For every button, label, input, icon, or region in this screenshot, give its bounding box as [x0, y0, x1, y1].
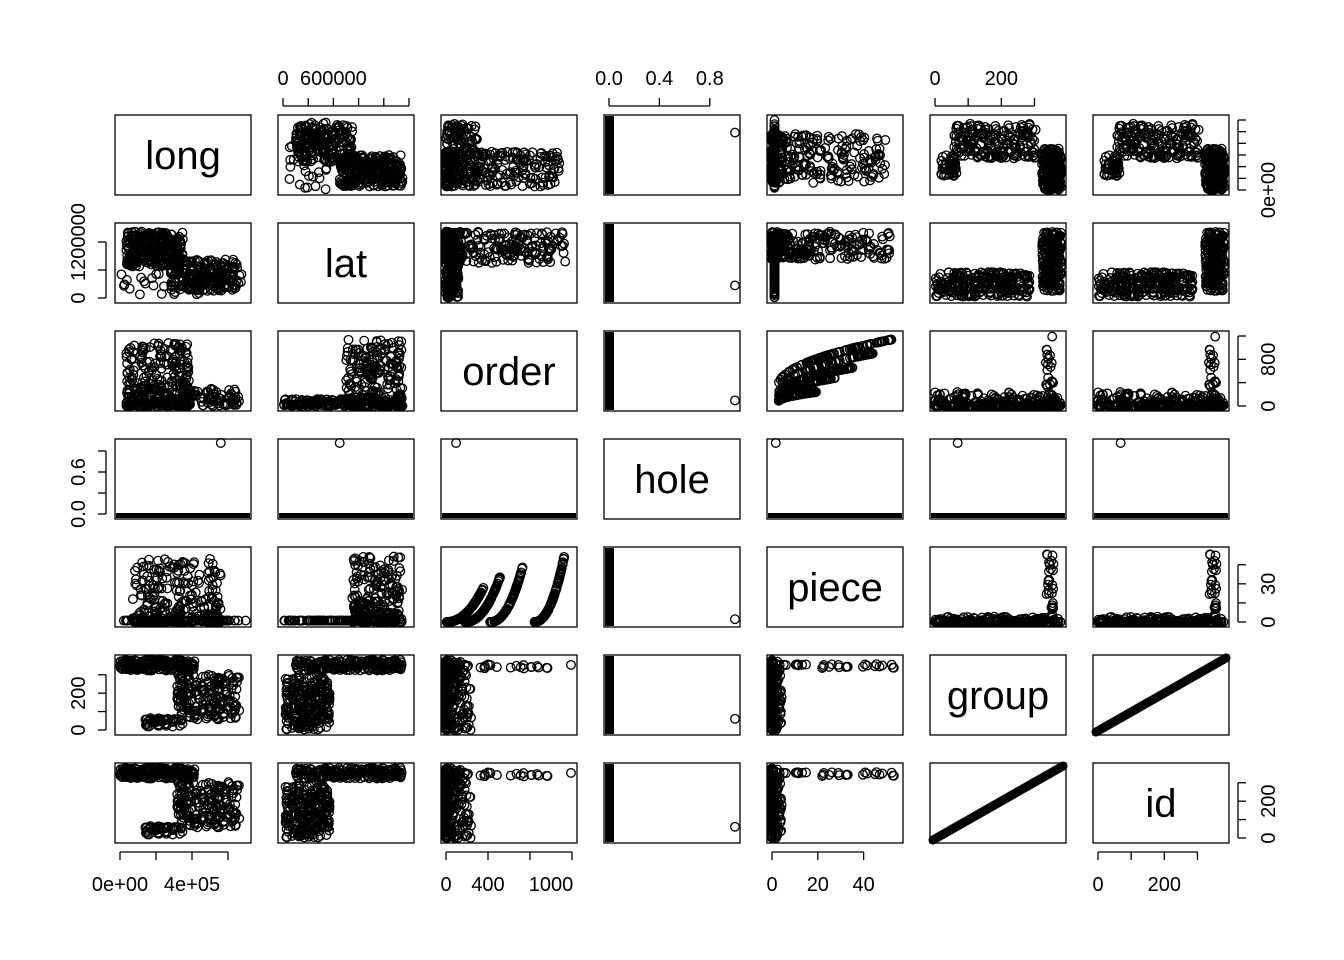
- data-point: [384, 153, 395, 164]
- data-point: [386, 158, 397, 169]
- data-point: [299, 160, 310, 171]
- data-point: [351, 152, 362, 163]
- panel-long-vs-hole-points: [605, 116, 740, 194]
- panel-lat-vs-id-points: [1093, 227, 1229, 302]
- data-point: [390, 167, 400, 178]
- data-point: [350, 178, 361, 189]
- panel-lat-vs-piece-points: [767, 226, 895, 303]
- data-point: [302, 182, 313, 193]
- data-point: [363, 176, 374, 187]
- panel-long-vs-lat-points: [284, 117, 408, 195]
- diagonal-label-lat: lat: [325, 242, 367, 286]
- data-point: [560, 256, 571, 267]
- panel-frame-long-hole: [603, 114, 741, 196]
- data-point: [370, 168, 381, 179]
- data-point: [365, 169, 376, 180]
- panel-long-vs-order-points: [441, 118, 565, 192]
- data-point: [387, 177, 398, 188]
- data-band: [605, 224, 614, 302]
- data-point: [344, 178, 355, 188]
- data-point: [730, 127, 740, 138]
- data-point: [314, 173, 325, 184]
- panel-long-vs-id-points: [1099, 118, 1229, 195]
- data-point: [846, 164, 857, 175]
- panel-frame-lat-hole: [603, 222, 741, 304]
- data-point: [360, 178, 371, 189]
- data-point: [291, 132, 302, 143]
- data-point: [309, 129, 320, 140]
- data-point: [358, 153, 369, 164]
- data-point: [326, 154, 337, 164]
- data-point: [304, 145, 315, 155]
- data-point: [389, 172, 400, 183]
- data-point: [323, 141, 334, 152]
- panel-lat-vs-long-points: [116, 226, 247, 300]
- data-point: [134, 289, 145, 300]
- data-point: [326, 156, 337, 167]
- data-point: [339, 154, 349, 165]
- data-point: [343, 334, 354, 345]
- data-point: [310, 181, 321, 192]
- panel-frame-long-order: [440, 114, 578, 196]
- data-point: [322, 131, 333, 142]
- panel-frame-long-lat: [277, 114, 415, 196]
- data-point: [116, 269, 127, 280]
- data-point: [288, 154, 299, 165]
- data-point: [304, 138, 315, 149]
- panel-frame-long-long: [114, 114, 252, 196]
- data-point: [337, 148, 347, 159]
- data-point: [859, 176, 870, 187]
- data-point: [308, 171, 318, 182]
- data-point: [292, 122, 303, 133]
- panel-lat-vs-group-points: [930, 227, 1066, 302]
- data-point: [301, 150, 312, 161]
- data-point: [351, 167, 362, 178]
- data-point: [321, 163, 332, 174]
- panel-long-vs-piece-points: [767, 115, 891, 193]
- data-point: [304, 119, 315, 130]
- data-point: [298, 156, 309, 167]
- data-point: [312, 145, 323, 156]
- data-point: [295, 121, 305, 132]
- data-point: [328, 152, 339, 163]
- data-point: [380, 181, 391, 192]
- data-point: [300, 166, 311, 177]
- data-point: [334, 178, 345, 189]
- data-point: [318, 142, 329, 153]
- data-point: [730, 280, 740, 291]
- data-point: [318, 147, 329, 157]
- diagonal-label-long: long: [145, 134, 221, 178]
- panel-order-vs-long-points: [121, 338, 244, 411]
- data-point: [319, 131, 330, 142]
- data-point: [341, 160, 352, 171]
- data-point: [381, 177, 392, 188]
- panel-long-vs-group-points: [936, 118, 1066, 195]
- data-point: [347, 122, 357, 133]
- data-point: [309, 120, 320, 131]
- data-point: [284, 174, 295, 184]
- data-point: [380, 151, 391, 162]
- data-point: [381, 171, 392, 182]
- data-point: [320, 184, 331, 195]
- data-band: [605, 116, 614, 194]
- panel-order-vs-lat-points: [279, 334, 408, 411]
- data-point: [346, 142, 357, 153]
- panel-lat-vs-hole-points: [605, 224, 740, 302]
- data-point: [336, 144, 347, 155]
- panel-lat-vs-order-points: [441, 226, 571, 303]
- data-point: [293, 143, 304, 154]
